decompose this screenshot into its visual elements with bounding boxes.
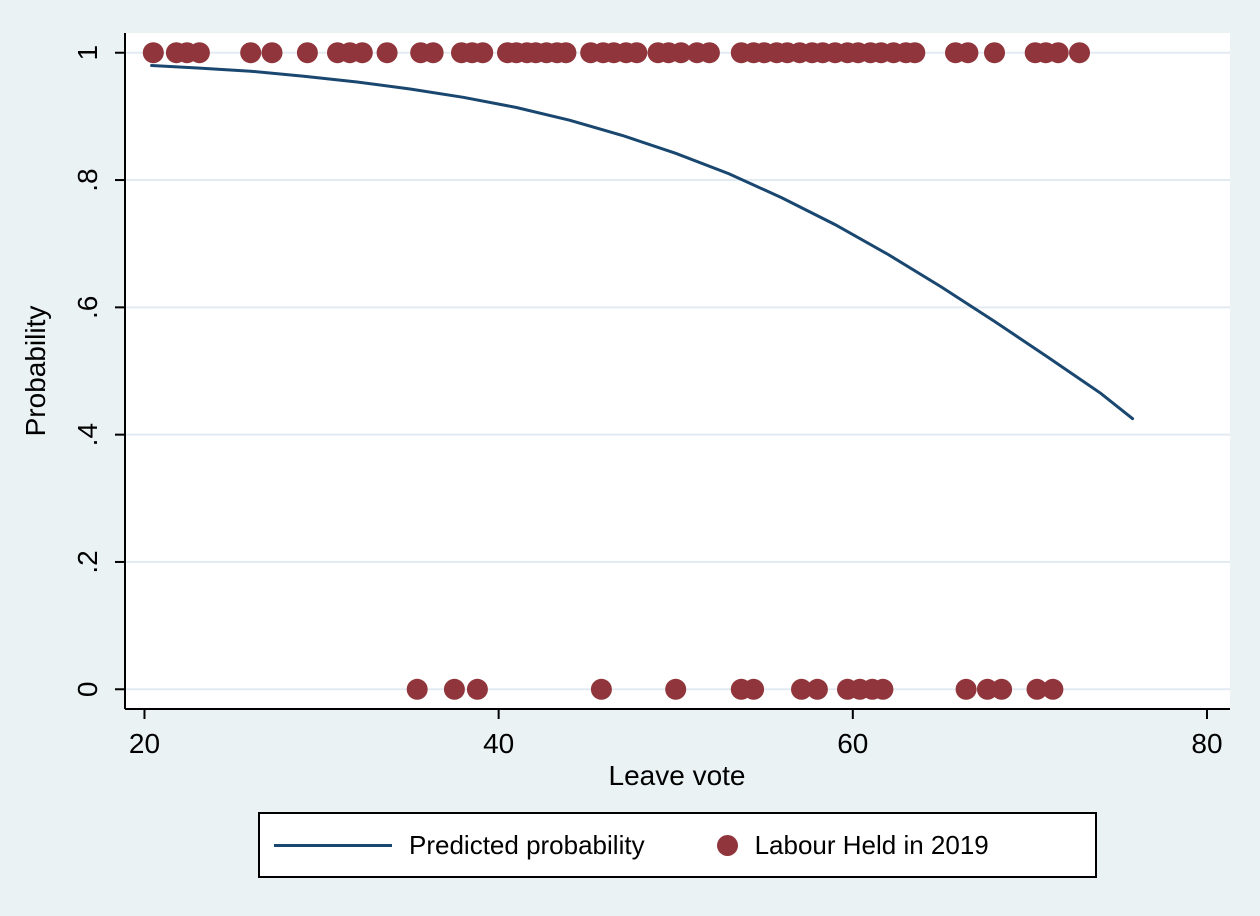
scatter-point xyxy=(1069,42,1090,64)
scatter-point xyxy=(142,42,164,64)
plot-background xyxy=(125,33,1230,709)
x-tick-label: 80 xyxy=(1191,728,1222,759)
x-tick-label: 60 xyxy=(837,728,868,759)
scatter-point xyxy=(351,42,373,64)
scatter-point xyxy=(240,42,262,64)
scatter-point xyxy=(188,42,210,64)
y-tick-label: .8 xyxy=(72,168,103,191)
scatter-point xyxy=(1026,678,1048,700)
legend-marker-label: Labour Held in 2019 xyxy=(754,829,989,860)
y-tick-label: 0 xyxy=(72,681,103,697)
scatter-point xyxy=(670,42,692,64)
y-axis-title: Probability xyxy=(20,305,51,437)
scatter-point xyxy=(466,678,488,700)
legend-line-swatch xyxy=(274,843,392,847)
scatter-point xyxy=(955,678,977,700)
scatter-point xyxy=(1042,678,1064,700)
scatter-point xyxy=(991,678,1013,700)
y-tick-label: .2 xyxy=(72,550,103,573)
scatter-point xyxy=(555,42,577,64)
legend-marker-icon xyxy=(716,834,738,856)
prediction-line xyxy=(150,64,1135,421)
x-axis-title: Leave vote xyxy=(608,760,746,791)
y-tick-label: .4 xyxy=(72,423,103,446)
scatter-point xyxy=(472,42,494,64)
scatter-point xyxy=(422,42,444,64)
scatter-point xyxy=(743,678,765,700)
scatter-point xyxy=(984,42,1005,64)
scatter-point xyxy=(806,678,828,700)
scatter-point xyxy=(904,42,926,64)
x-tick-label: 20 xyxy=(129,728,160,759)
scatter-point xyxy=(665,678,687,700)
scatter-point xyxy=(872,678,894,700)
scatter-point xyxy=(791,678,812,700)
scatter-point xyxy=(590,678,612,700)
scatter-point xyxy=(443,678,465,700)
scatter-point xyxy=(957,42,979,64)
x-tick-label: 40 xyxy=(483,728,514,759)
legend-line-label: Predicted probability xyxy=(409,829,645,860)
y-tick-label: .6 xyxy=(72,296,103,319)
scatter-point xyxy=(376,42,398,64)
scatter-point xyxy=(296,42,318,64)
y-tick-label: 1 xyxy=(72,45,103,61)
scatter-point xyxy=(1047,42,1069,64)
legend: Predicted probability Labour Held in 201… xyxy=(258,812,1097,878)
scatter-point xyxy=(406,678,428,700)
scatter-point xyxy=(261,42,283,64)
scatter-point xyxy=(698,42,720,64)
scatter-point xyxy=(626,42,648,64)
